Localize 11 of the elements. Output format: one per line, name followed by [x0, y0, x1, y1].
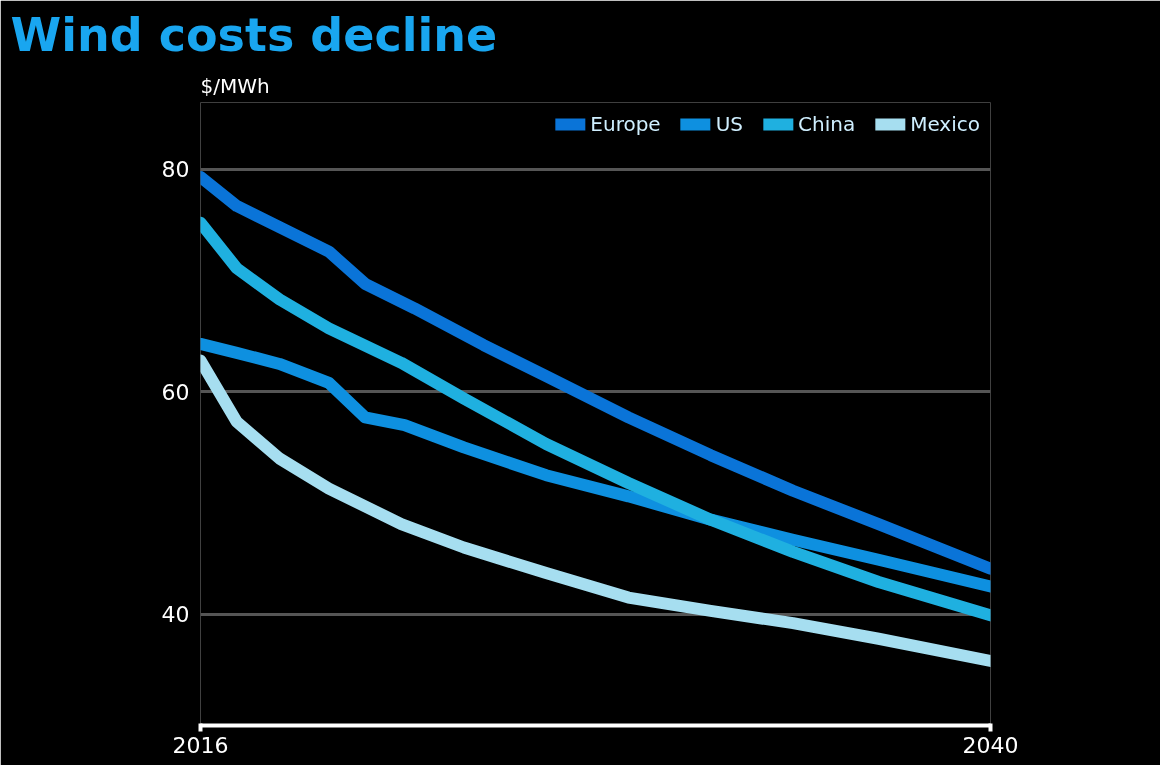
legend-label: Europe	[590, 112, 661, 136]
y-tick-label: 60	[161, 379, 190, 405]
legend-label: China	[798, 112, 856, 136]
legend-label: Mexico	[910, 112, 980, 136]
y-tick-label: 80	[161, 157, 190, 183]
y-tick-label: 40	[161, 602, 190, 628]
legend-label: US	[715, 112, 744, 136]
x-tick-label: 2040	[962, 732, 1019, 758]
chart-title: Wind costs decline	[10, 7, 498, 62]
y-axis-title: $/MWh	[200, 73, 270, 98]
x-tick-label: 2016	[172, 732, 229, 758]
